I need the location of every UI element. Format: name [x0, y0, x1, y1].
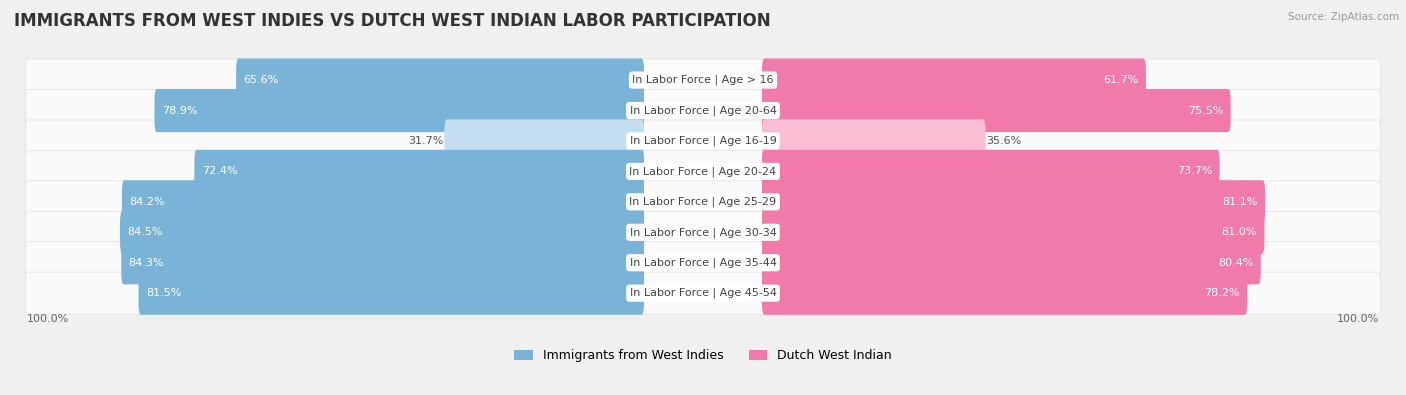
Text: 100.0%: 100.0%	[1337, 314, 1379, 324]
FancyBboxPatch shape	[762, 271, 1247, 315]
FancyBboxPatch shape	[25, 211, 1381, 253]
Text: 81.1%: 81.1%	[1222, 197, 1258, 207]
Text: In Labor Force | Age 20-64: In Labor Force | Age 20-64	[630, 105, 776, 116]
Text: 35.6%: 35.6%	[986, 136, 1021, 146]
Text: 73.7%: 73.7%	[1177, 166, 1212, 177]
FancyBboxPatch shape	[762, 241, 1261, 284]
Text: In Labor Force | Age 30-34: In Labor Force | Age 30-34	[630, 227, 776, 237]
FancyBboxPatch shape	[122, 180, 644, 224]
Text: 84.3%: 84.3%	[128, 258, 165, 268]
Text: In Labor Force | Age 35-44: In Labor Force | Age 35-44	[630, 258, 776, 268]
FancyBboxPatch shape	[25, 242, 1381, 284]
Text: IMMIGRANTS FROM WEST INDIES VS DUTCH WEST INDIAN LABOR PARTICIPATION: IMMIGRANTS FROM WEST INDIES VS DUTCH WES…	[14, 12, 770, 30]
Text: In Labor Force | Age 25-29: In Labor Force | Age 25-29	[630, 197, 776, 207]
FancyBboxPatch shape	[762, 180, 1265, 224]
Text: 84.2%: 84.2%	[129, 197, 165, 207]
FancyBboxPatch shape	[444, 119, 644, 163]
Text: 84.5%: 84.5%	[128, 227, 163, 237]
FancyBboxPatch shape	[25, 181, 1381, 223]
FancyBboxPatch shape	[194, 150, 644, 193]
Text: In Labor Force | Age 16-19: In Labor Force | Age 16-19	[630, 136, 776, 146]
Text: 78.9%: 78.9%	[162, 105, 197, 115]
FancyBboxPatch shape	[762, 119, 986, 163]
Text: 75.5%: 75.5%	[1188, 105, 1223, 115]
Text: 31.7%: 31.7%	[408, 136, 444, 146]
FancyBboxPatch shape	[25, 120, 1381, 162]
FancyBboxPatch shape	[25, 150, 1381, 192]
Text: 81.5%: 81.5%	[146, 288, 181, 298]
FancyBboxPatch shape	[762, 150, 1219, 193]
Text: 100.0%: 100.0%	[27, 314, 69, 324]
FancyBboxPatch shape	[762, 89, 1230, 132]
Text: 65.6%: 65.6%	[243, 75, 278, 85]
Text: In Labor Force | Age > 16: In Labor Force | Age > 16	[633, 75, 773, 85]
Text: 72.4%: 72.4%	[201, 166, 238, 177]
FancyBboxPatch shape	[138, 271, 644, 315]
Legend: Immigrants from West Indies, Dutch West Indian: Immigrants from West Indies, Dutch West …	[509, 344, 897, 367]
FancyBboxPatch shape	[762, 211, 1264, 254]
FancyBboxPatch shape	[120, 211, 644, 254]
FancyBboxPatch shape	[762, 58, 1146, 102]
FancyBboxPatch shape	[236, 58, 644, 102]
FancyBboxPatch shape	[25, 90, 1381, 132]
Text: 78.2%: 78.2%	[1205, 288, 1240, 298]
Text: 80.4%: 80.4%	[1218, 258, 1253, 268]
Text: 81.0%: 81.0%	[1222, 227, 1257, 237]
FancyBboxPatch shape	[25, 59, 1381, 101]
Text: Source: ZipAtlas.com: Source: ZipAtlas.com	[1288, 12, 1399, 22]
Text: In Labor Force | Age 45-54: In Labor Force | Age 45-54	[630, 288, 776, 298]
FancyBboxPatch shape	[25, 272, 1381, 314]
FancyBboxPatch shape	[155, 89, 644, 132]
Text: In Labor Force | Age 20-24: In Labor Force | Age 20-24	[630, 166, 776, 177]
Text: 61.7%: 61.7%	[1104, 75, 1139, 85]
FancyBboxPatch shape	[121, 241, 644, 284]
